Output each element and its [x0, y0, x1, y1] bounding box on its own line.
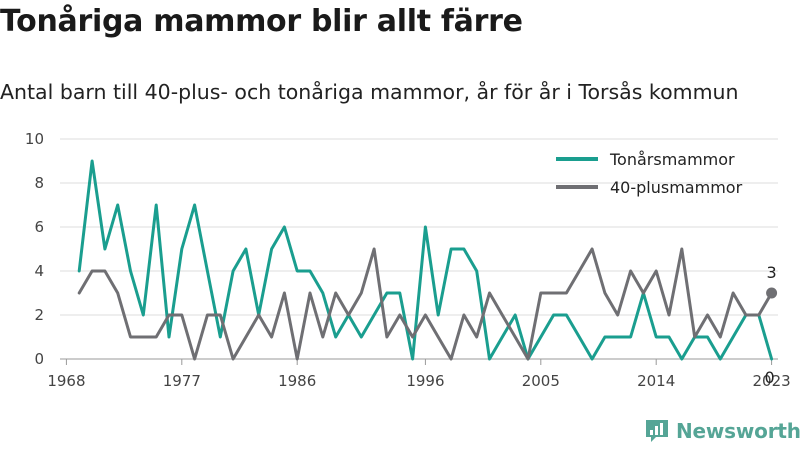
y-tick-label: 2 [34, 306, 44, 324]
end-value-label: 3 [766, 263, 776, 282]
x-tick-label: 1996 [406, 372, 444, 390]
legend-label: Tonårsmammor [609, 150, 735, 169]
series-line [77, 159, 774, 361]
x-tick-label: 1977 [163, 372, 201, 390]
x-tick-label: 2005 [522, 372, 560, 390]
x-tick-label: 2014 [637, 372, 675, 390]
series-line [77, 247, 774, 361]
brand-name: Newsworthy [676, 419, 800, 443]
x-tick-label: 1968 [47, 372, 85, 390]
bar-chart-logo-icon [646, 420, 668, 442]
end-point [766, 287, 778, 299]
chart-title: Tonåriga mammor blir allt färre [0, 4, 523, 39]
newsworthy-brand: Newsworthy [644, 418, 800, 444]
x-tick-label: 1986 [278, 372, 316, 390]
end-value-label: 0 [764, 368, 774, 387]
y-tick-label: 0 [34, 350, 44, 368]
y-tick-label: 10 [25, 130, 44, 148]
y-tick-label: 6 [34, 218, 44, 236]
x-tick-label: 2023 [752, 372, 790, 390]
y-tick-label: 4 [34, 262, 44, 280]
y-tick-label: 8 [34, 174, 44, 192]
legend-label: 40-plusmammor [610, 178, 743, 197]
chart-subtitle: Antal barn till 40-plus- och tonåriga ma… [0, 80, 739, 104]
